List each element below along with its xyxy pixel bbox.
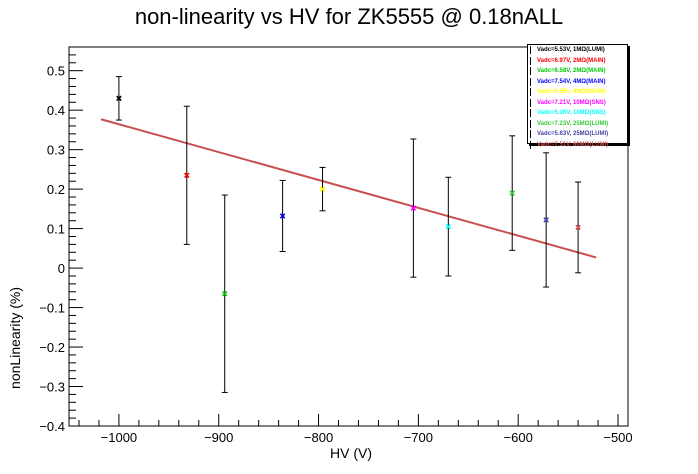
y-tick-label: −0.1	[39, 301, 65, 316]
x-tick-label: −800	[304, 430, 333, 445]
legend-item: Vadc=6.58V, 2MΩ(MAIN)	[528, 66, 627, 77]
x-tick-label: −900	[204, 430, 233, 445]
x-axis-label: HV (V)	[330, 445, 372, 461]
fit-line	[100, 118, 597, 259]
legend-item: Vadc=5.36V, 10MΩ(SNS)	[528, 108, 627, 119]
x-tick-label: −1000	[101, 430, 138, 445]
legend-item: Vadc=7.54V, 4MΩ(MAIN)	[528, 77, 627, 88]
data-point	[116, 95, 122, 102]
y-axis-label: nonLinearity (%)	[7, 287, 23, 389]
legend-item: Vadc=6.97V, 2MΩ(MAIN)	[528, 56, 627, 67]
legend-label: Vadc=7.54V, 4MΩ(MAIN)	[537, 78, 606, 85]
data-point	[279, 213, 286, 219]
legend-item: Vadc=5.53V, 1MΩ(LUMI)	[528, 45, 627, 56]
x-tick-label: −700	[404, 430, 433, 445]
y-tick-label: −0.2	[39, 340, 65, 355]
legend-item: Vadc=7.23V, 25MΩ(LUMI)	[528, 119, 627, 130]
legend-marker-icon	[530, 56, 536, 65]
y-tick-label: 0	[58, 261, 65, 276]
legend-item: Vadc=5.63V, 25MΩ(LUMI)	[528, 129, 627, 140]
legend-marker-icon	[530, 140, 536, 149]
data-point	[575, 224, 581, 231]
legend-item: Vadc=5.55V, 4MΩ(MAIN)	[528, 87, 627, 98]
legend-marker-icon	[530, 130, 536, 138]
chart-title: non-linearity vs HV for ZK5555 @ 0.18nAL…	[134, 4, 564, 29]
legend-label: Vadc=7.23V, 25MΩ(LUMI)	[537, 120, 609, 127]
data-point	[410, 205, 417, 211]
legend-label: Vadc=5.63V, 25MΩ(LUMI)	[537, 131, 609, 137]
legend-label: Vadc=7.21V, 10MΩ(SNS)	[537, 99, 606, 106]
legend-label: Vadc=5.53V, 1MΩ(LUMI)	[537, 47, 605, 53]
legend-marker-icon	[530, 109, 536, 117]
legend-label: Vadc=6.97V, 2MΩ(MAIN)	[537, 57, 606, 64]
y-tick-label: 0.1	[47, 222, 65, 237]
legend-marker-icon	[530, 67, 536, 75]
data-point	[509, 190, 515, 196]
legend-label: Vadc=7.51V, 60MΩ(LUMI)	[537, 141, 609, 148]
y-tick-label: −0.4	[39, 419, 65, 434]
y-tick-label: −0.3	[39, 380, 65, 395]
y-tick-label: 0.5	[47, 64, 65, 79]
legend-marker-icon	[530, 119, 536, 128]
data-point	[184, 172, 190, 179]
legend-marker-icon	[530, 88, 536, 96]
y-tick-label: 0.2	[47, 182, 65, 197]
data-point	[445, 223, 452, 230]
legend-marker-icon	[530, 46, 536, 54]
data-point	[221, 290, 228, 297]
x-tick-label: −500	[603, 430, 632, 445]
legend-label: Vadc=5.55V, 4MΩ(MAIN)	[537, 89, 606, 95]
legend-item: Vadc=7.21V, 10MΩ(SNS)	[528, 98, 627, 109]
data-point	[319, 186, 326, 192]
legend: Vadc=5.53V, 1MΩ(LUMI) Vadc=6.97V, 2MΩ(MAI…	[527, 44, 628, 149]
legend-item: Vadc=7.51V, 60MΩ(LUMI)	[528, 140, 627, 151]
legend-marker-icon	[530, 77, 536, 86]
legend-label: Vadc=6.58V, 2MΩ(MAIN)	[537, 68, 606, 74]
legend-marker-icon	[530, 98, 536, 107]
y-tick-label: 0.3	[47, 143, 65, 158]
y-tick-label: 0.4	[47, 103, 65, 118]
x-tick-label: −600	[504, 430, 533, 445]
legend-label: Vadc=5.36V, 10MΩ(SNS)	[537, 110, 606, 116]
data-point	[543, 217, 549, 223]
